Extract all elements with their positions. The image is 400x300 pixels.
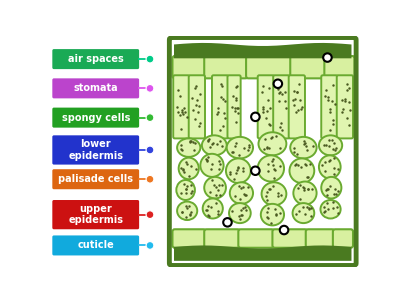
FancyBboxPatch shape bbox=[238, 229, 274, 248]
FancyBboxPatch shape bbox=[272, 229, 307, 248]
PathPatch shape bbox=[174, 43, 352, 58]
FancyBboxPatch shape bbox=[52, 78, 139, 98]
FancyBboxPatch shape bbox=[246, 56, 292, 78]
Text: stomata: stomata bbox=[74, 83, 118, 93]
Ellipse shape bbox=[203, 199, 223, 218]
Ellipse shape bbox=[290, 158, 314, 183]
FancyBboxPatch shape bbox=[173, 75, 190, 138]
Text: upper
epidermis: upper epidermis bbox=[68, 204, 123, 225]
Ellipse shape bbox=[320, 200, 341, 218]
FancyBboxPatch shape bbox=[52, 169, 139, 189]
FancyBboxPatch shape bbox=[52, 200, 139, 229]
Ellipse shape bbox=[319, 155, 341, 178]
Text: lower
epidermis: lower epidermis bbox=[68, 139, 123, 161]
Circle shape bbox=[146, 55, 154, 63]
Circle shape bbox=[146, 85, 154, 92]
FancyBboxPatch shape bbox=[273, 75, 290, 138]
PathPatch shape bbox=[174, 245, 352, 261]
Circle shape bbox=[146, 114, 154, 122]
Text: spongy cells: spongy cells bbox=[62, 112, 130, 123]
Circle shape bbox=[223, 218, 232, 226]
Ellipse shape bbox=[262, 182, 286, 206]
FancyBboxPatch shape bbox=[204, 56, 248, 78]
Circle shape bbox=[274, 80, 282, 88]
Circle shape bbox=[146, 176, 154, 183]
Ellipse shape bbox=[177, 202, 197, 220]
Ellipse shape bbox=[290, 137, 317, 158]
FancyBboxPatch shape bbox=[52, 236, 139, 256]
FancyBboxPatch shape bbox=[172, 56, 206, 78]
Text: cuticle: cuticle bbox=[77, 240, 114, 250]
Ellipse shape bbox=[293, 182, 317, 205]
Text: air spaces: air spaces bbox=[68, 54, 124, 64]
FancyBboxPatch shape bbox=[321, 75, 338, 138]
Ellipse shape bbox=[226, 158, 251, 183]
FancyBboxPatch shape bbox=[258, 75, 274, 138]
Ellipse shape bbox=[229, 203, 251, 223]
Ellipse shape bbox=[258, 132, 286, 155]
Ellipse shape bbox=[176, 180, 195, 200]
Circle shape bbox=[146, 211, 154, 218]
Ellipse shape bbox=[200, 154, 224, 177]
Ellipse shape bbox=[292, 203, 314, 223]
FancyBboxPatch shape bbox=[204, 229, 240, 248]
FancyBboxPatch shape bbox=[290, 56, 326, 78]
FancyBboxPatch shape bbox=[52, 108, 139, 127]
Ellipse shape bbox=[230, 182, 253, 204]
FancyBboxPatch shape bbox=[333, 229, 353, 248]
Ellipse shape bbox=[321, 177, 341, 199]
FancyBboxPatch shape bbox=[337, 75, 353, 138]
Circle shape bbox=[251, 112, 260, 121]
Ellipse shape bbox=[261, 204, 284, 225]
FancyBboxPatch shape bbox=[189, 75, 205, 138]
FancyBboxPatch shape bbox=[52, 49, 139, 69]
Circle shape bbox=[280, 226, 288, 234]
Ellipse shape bbox=[204, 177, 226, 199]
Circle shape bbox=[146, 146, 154, 154]
Text: palisade cells: palisade cells bbox=[58, 174, 133, 184]
FancyBboxPatch shape bbox=[52, 135, 139, 165]
FancyBboxPatch shape bbox=[289, 75, 305, 138]
Ellipse shape bbox=[179, 158, 199, 179]
FancyBboxPatch shape bbox=[324, 56, 354, 78]
FancyBboxPatch shape bbox=[172, 40, 354, 263]
FancyBboxPatch shape bbox=[306, 229, 334, 248]
FancyBboxPatch shape bbox=[228, 75, 241, 138]
FancyBboxPatch shape bbox=[172, 229, 206, 248]
Circle shape bbox=[146, 242, 154, 249]
Ellipse shape bbox=[227, 137, 253, 158]
Ellipse shape bbox=[177, 138, 200, 157]
Ellipse shape bbox=[258, 155, 284, 182]
Circle shape bbox=[323, 53, 332, 62]
FancyBboxPatch shape bbox=[212, 75, 228, 138]
Ellipse shape bbox=[319, 135, 342, 155]
Ellipse shape bbox=[202, 135, 227, 155]
Circle shape bbox=[251, 167, 260, 175]
